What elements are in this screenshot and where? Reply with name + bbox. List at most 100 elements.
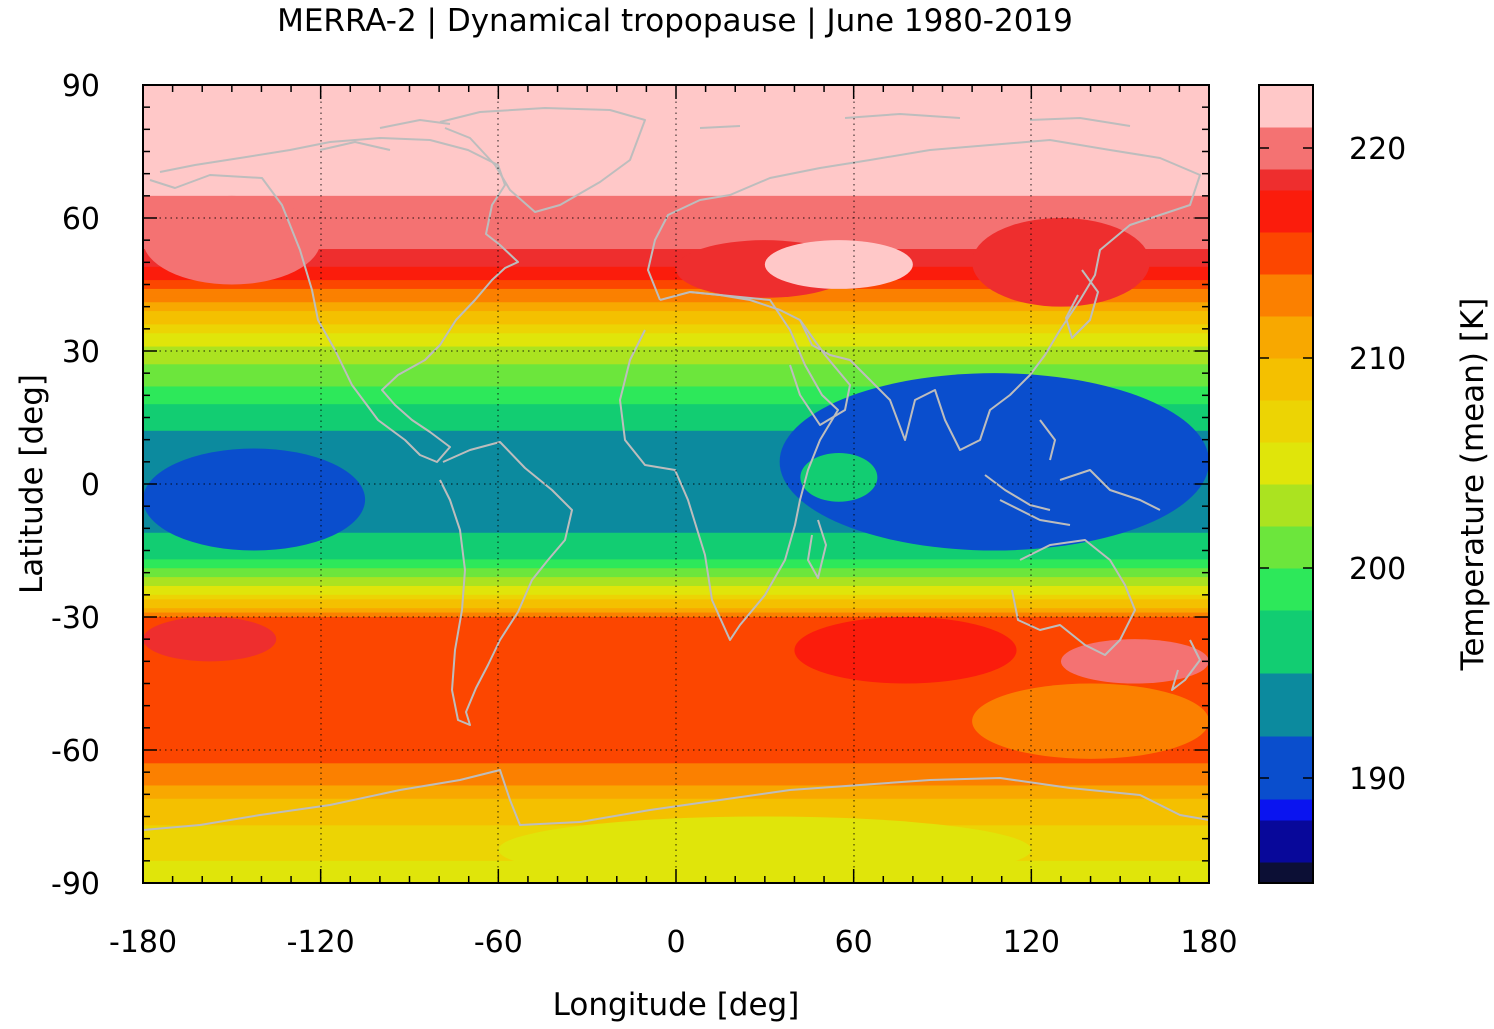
temperature-band xyxy=(143,421,1209,427)
temperature-feature xyxy=(764,240,913,289)
temperature-band xyxy=(143,630,1209,636)
colorbar-swatch xyxy=(1259,400,1313,443)
colorbar-swatch xyxy=(1259,526,1313,569)
temperature-band xyxy=(143,696,1209,702)
coastline-arabia xyxy=(789,319,851,426)
temperature-band xyxy=(143,475,1209,481)
coastline-antarctica xyxy=(143,769,1209,831)
temperature-band xyxy=(143,404,1209,410)
temperature-band xyxy=(143,736,1209,742)
temperature-band xyxy=(143,577,1209,583)
x-tick-label: 180 xyxy=(1180,925,1237,960)
temperature-band xyxy=(143,155,1209,161)
colorbar-swatch xyxy=(1259,799,1313,821)
temperature-band xyxy=(143,222,1209,228)
temperature-band xyxy=(143,510,1209,516)
temperature-band xyxy=(143,554,1209,560)
x-tick-label: -120 xyxy=(287,925,355,960)
temperature-band xyxy=(143,355,1209,361)
temperature-band xyxy=(143,714,1209,720)
colorbar-swatch xyxy=(1259,442,1313,485)
colorbar-swatch xyxy=(1259,673,1313,737)
temperature-band xyxy=(143,656,1209,662)
temperature-band xyxy=(143,373,1209,379)
temperature-band xyxy=(143,359,1209,365)
colorbar-swatch xyxy=(1259,358,1313,401)
temperature-band xyxy=(143,306,1209,312)
axis-tick-labels: -180 -120 -60 0 60 120 180 90 60 30 0 -30 -60 -90 xyxy=(51,69,1238,960)
temperature-band xyxy=(143,200,1209,206)
temperature-band xyxy=(143,284,1209,290)
coastlines xyxy=(143,107,1209,831)
colorbar-tick-label: 210 xyxy=(1349,342,1406,377)
temperature-band xyxy=(143,439,1209,445)
temperature-band xyxy=(143,302,1209,308)
coastline-madagascar xyxy=(807,519,827,579)
temperature-band xyxy=(143,621,1209,627)
colorbar: 190 200 210 220 xyxy=(1258,84,1406,884)
y-axis-label: Latitude [deg] xyxy=(14,374,50,594)
temperature-band xyxy=(143,195,1209,201)
temperature-band xyxy=(143,124,1209,130)
temperature-band xyxy=(143,271,1209,277)
temperature-band xyxy=(143,111,1209,117)
x-tick-label: -60 xyxy=(474,925,523,960)
temperature-band xyxy=(143,701,1209,707)
temperature-band xyxy=(143,262,1209,268)
regional-temperature-features xyxy=(143,195,1209,883)
temperature-band xyxy=(143,568,1209,574)
coastline-japan xyxy=(1065,269,1099,339)
colorbar-tick-label: 200 xyxy=(1349,552,1406,587)
temperature-band xyxy=(143,98,1209,104)
colorbar-swatch xyxy=(1259,568,1313,611)
temperature-band xyxy=(143,750,1209,756)
temperature-band xyxy=(143,625,1209,631)
temperature-band xyxy=(143,444,1209,450)
colorbar-swatch xyxy=(1259,274,1313,317)
temperature-feature xyxy=(972,218,1150,307)
temperature-band xyxy=(143,328,1209,334)
y-tick-label: -60 xyxy=(51,734,100,769)
temperature-feature xyxy=(1060,639,1209,684)
temperature-band xyxy=(143,789,1209,795)
temperature-band xyxy=(143,417,1209,423)
temperature-feature xyxy=(972,683,1209,759)
chart-title: MERRA-2 | Dynamical tropopause | June 19… xyxy=(277,3,1073,39)
x-tick-label: 60 xyxy=(835,925,873,960)
temperature-band xyxy=(143,173,1209,179)
temperature-band xyxy=(143,102,1209,108)
temperature-feature xyxy=(143,617,277,662)
temperature-band xyxy=(143,218,1209,224)
temperature-band xyxy=(143,497,1209,503)
temperature-band xyxy=(143,745,1209,751)
temperature-band xyxy=(143,107,1209,113)
temperature-band xyxy=(143,399,1209,405)
temperature-band xyxy=(143,807,1209,813)
temperature-feature xyxy=(794,617,1017,684)
temperature-band xyxy=(143,519,1209,525)
temperature-band xyxy=(143,430,1209,436)
temperature-band xyxy=(143,488,1209,494)
coastline-arctic-islands xyxy=(319,113,1131,151)
colorbar-swatch xyxy=(1259,169,1313,191)
temperature-band xyxy=(143,763,1209,769)
temperature-band xyxy=(143,324,1209,330)
temperature-band xyxy=(143,288,1209,294)
temperature-band xyxy=(143,186,1209,192)
temperature-band xyxy=(143,448,1209,454)
x-tick-label: 0 xyxy=(666,925,685,960)
coastline-south-america xyxy=(439,441,573,726)
y-tick-label: -90 xyxy=(51,867,100,902)
temperature-band xyxy=(143,395,1209,401)
temperature-band xyxy=(143,133,1209,139)
temperature-band xyxy=(143,147,1209,153)
temperature-feature xyxy=(143,195,321,285)
temperature-band xyxy=(143,608,1209,614)
colorbar-swatch xyxy=(1259,484,1313,527)
temperature-band xyxy=(143,541,1209,547)
temperature-band xyxy=(143,758,1209,764)
temperature-band xyxy=(143,585,1209,591)
temperature-band xyxy=(143,191,1209,197)
temperature-band xyxy=(143,812,1209,818)
temperature-band xyxy=(143,581,1209,587)
